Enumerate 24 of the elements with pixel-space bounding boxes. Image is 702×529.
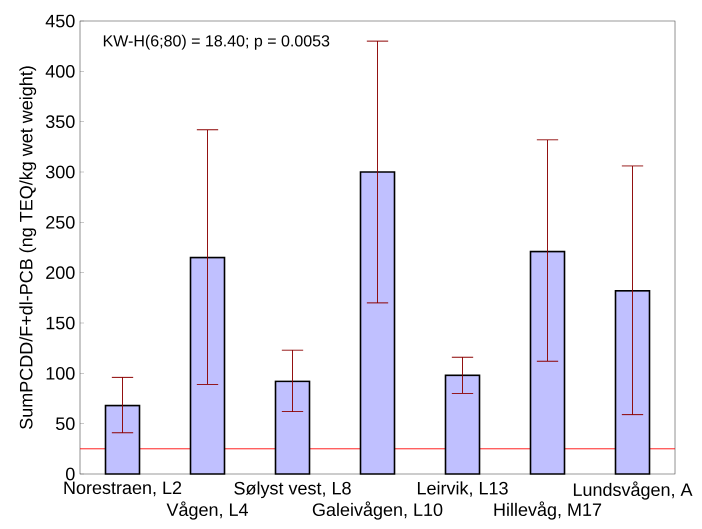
y-tick-label: 450 [46,14,75,28]
x-tick-label: Vågen, L4 [166,501,248,520]
y-tick-label: 300 [46,166,75,178]
x-tick-label: Leirvik, L13 [418,481,508,497]
bar [360,171,396,475]
x-tick-label: Galeivågen, L10 [312,501,442,520]
y-tick-label: 100 [46,366,75,380]
x-tick-label: Sølyst vest, L8 [234,481,351,498]
bar [444,374,480,475]
y-tick-label: 200 [46,266,75,280]
bar [530,250,566,475]
y-tick-label: 0 [66,468,75,480]
x-tick-label: Norestraen, L2 [64,481,182,496]
bar [274,380,310,475]
y-tick-label: 400 [46,64,75,78]
y-tick-label: 150 [46,316,75,330]
annotation: KW-H(6;80) = 18.40; p = 0.0053 [104,34,330,50]
y-axis-title: SumPCDD/F+dl-PCB (ng TEQ/kg wet weight) [19,66,36,429]
bar [104,404,140,475]
y-tick-label: 50 [56,417,75,430]
x-tick-label: Hillevåg, M17 [494,501,602,520]
y-tick-label: 350 [46,115,75,128]
y-tick-label: 250 [46,216,75,229]
x-tick-label: Lundsvågen, A [574,481,692,500]
